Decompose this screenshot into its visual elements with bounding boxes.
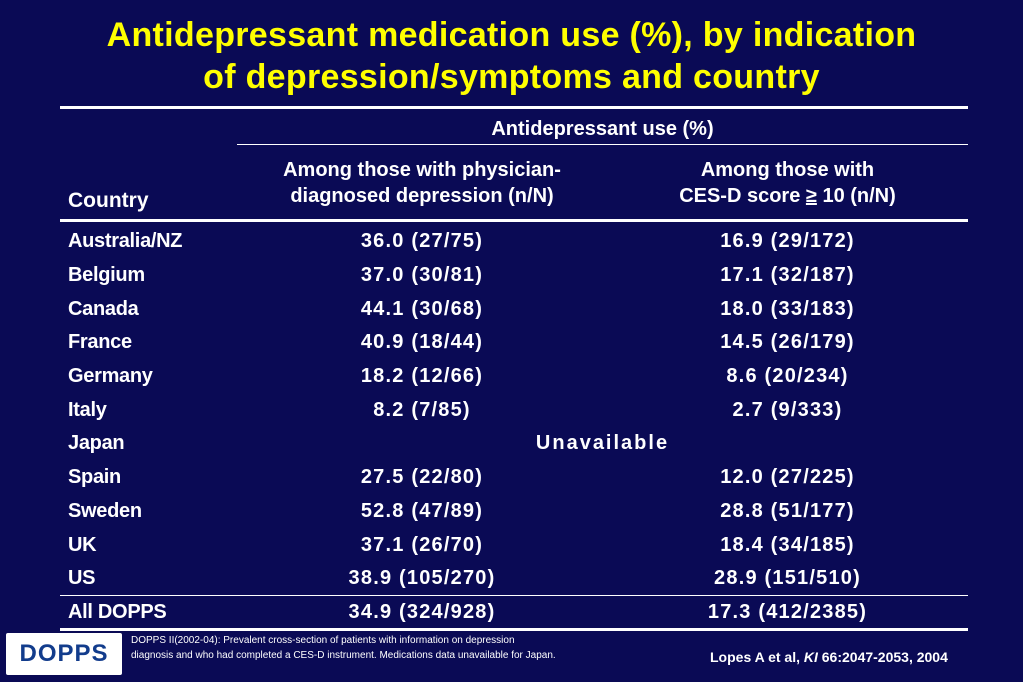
physician-diagnosed-cell: 8.2 (7/85) [373, 399, 471, 421]
table-row: Belgium 37.0 (30/81) 17.1 (32/187) [60, 258, 968, 292]
column-header-physician-diagnosed: Among those with physician- diagnosed de… [237, 157, 607, 209]
cesd-cell: 17.1 (32/187) [720, 264, 855, 286]
country-cell: Australia/NZ [68, 230, 183, 252]
footnote-line-1: DOPPS II(2002-04): Prevalent cross-secti… [131, 635, 515, 646]
citation-journal: KI [803, 649, 818, 665]
country-cell: US [68, 567, 96, 589]
col2-header-line-2: CES-D score ≥ 10 (n/N) [607, 183, 968, 209]
physician-diagnosed-cell: 36.0 (27/75) [360, 230, 484, 252]
country-cell: Spain [68, 466, 121, 488]
country-cell: Canada [68, 298, 139, 320]
country-cell: UK [68, 534, 97, 556]
dopps-logo: DOPPS [6, 633, 122, 675]
cesd-cell: 12.0 (27/225) [720, 466, 855, 488]
physician-diagnosed-cell: 38.9 (105/270) [348, 567, 496, 589]
title-line-2: of depression/symptoms and country [203, 58, 820, 96]
table-row: France 40.9 (18/44) 14.5 (26/179) [60, 325, 968, 359]
group-header: Antidepressant use (%) [491, 118, 714, 140]
table-row: UK 37.1 (26/70) 18.4 (34/185) [60, 528, 968, 562]
cesd-cell: 28.9 (151/510) [714, 567, 861, 589]
cesd-cell: 18.0 (33/183) [720, 298, 855, 320]
col2-header-text: CES-D score [679, 185, 806, 207]
table-row: Australia/NZ 36.0 (27/75) 16.9 (29/172) [60, 224, 968, 258]
table-row: US 38.9 (105/270) 28.9 (151/510) [60, 561, 968, 595]
group-header-rule [237, 144, 968, 145]
table-row: Japan Unavailable [60, 426, 968, 460]
table-top-rule [60, 106, 968, 109]
table-bottom-rule [60, 628, 968, 631]
col2-header-line-1: Among those with [700, 159, 875, 181]
table-row: Germany 18.2 (12/66) 8.6 (20/234) [60, 359, 968, 393]
col1-header-line-1: Among those with physician- [283, 159, 561, 181]
cesd-cell: 28.8 (51/177) [720, 500, 855, 522]
greater-equal-symbol: ≥ [805, 185, 817, 207]
slide-title: Antidepressant medication use (%), by in… [0, 14, 1023, 98]
total-row: All DOPPS 34.9 (324/928) 17.3 (412/2385) [60, 595, 968, 629]
cesd-cell: 2.7 (9/333) [732, 399, 843, 421]
country-cell: All DOPPS [68, 601, 167, 623]
dopps-logo-text: DOPPS [19, 640, 109, 667]
physician-diagnosed-cell: 44.1 (30/68) [360, 298, 484, 320]
physician-diagnosed-cell: 18.2 (12/66) [360, 365, 484, 387]
country-cell: France [68, 331, 132, 353]
physician-diagnosed-cell: 40.9 (18/44) [360, 331, 484, 353]
country-cell: Belgium [68, 264, 145, 286]
table-row: Canada 44.1 (30/68) 18.0 (33/183) [60, 292, 968, 326]
cesd-cell: 17.3 (412/2385) [707, 601, 868, 623]
cesd-cell: 8.6 (20/234) [726, 365, 849, 387]
physician-diagnosed-cell: 27.5 (22/80) [360, 466, 484, 488]
column-header-country: Country [68, 189, 149, 212]
country-cell: Germany [68, 365, 153, 387]
header-bottom-rule [60, 219, 968, 222]
physician-diagnosed-cell: 37.1 (26/70) [360, 534, 484, 556]
physician-diagnosed-cell: 37.0 (30/81) [360, 264, 484, 286]
physician-diagnosed-cell: 52.8 (47/89) [360, 500, 484, 522]
col2-header-text-end: 10 (n/N) [816, 185, 896, 207]
citation-authors: Lopes A et al, [710, 649, 804, 665]
country-cell: Sweden [68, 500, 142, 522]
country-cell: Japan [68, 432, 125, 454]
cesd-cell: 16.9 (29/172) [720, 230, 855, 252]
physician-diagnosed-cell: 34.9 (324/928) [348, 601, 496, 623]
unavailable-cell: Unavailable [535, 432, 670, 454]
total-row-rule [60, 595, 968, 596]
cesd-cell: 18.4 (34/185) [720, 534, 855, 556]
cesd-cell: 14.5 (26/179) [720, 331, 855, 353]
table-row: Spain 27.5 (22/80) 12.0 (27/225) [60, 460, 968, 494]
citation-volume: 66:2047-2053, 2004 [817, 649, 948, 665]
column-header-cesd: Among those with CES-D score ≥ 10 (n/N) [607, 157, 968, 209]
country-cell: Italy [68, 399, 107, 421]
table-row: Sweden 52.8 (47/89) 28.8 (51/177) [60, 494, 968, 528]
footnote-line-2: diagnosis and who had completed a CES-D … [131, 650, 556, 661]
citation: Lopes A et al, KI 66:2047-2053, 2004 [710, 647, 948, 667]
title-line-1: Antidepressant medication use (%), by in… [106, 16, 917, 54]
footnote: DOPPS II(2002-04): Prevalent cross-secti… [131, 633, 711, 663]
table-row: Italy 8.2 (7/85) 2.7 (9/333) [60, 393, 968, 427]
col1-header-line-2: diagnosed depression (n/N) [290, 185, 554, 207]
